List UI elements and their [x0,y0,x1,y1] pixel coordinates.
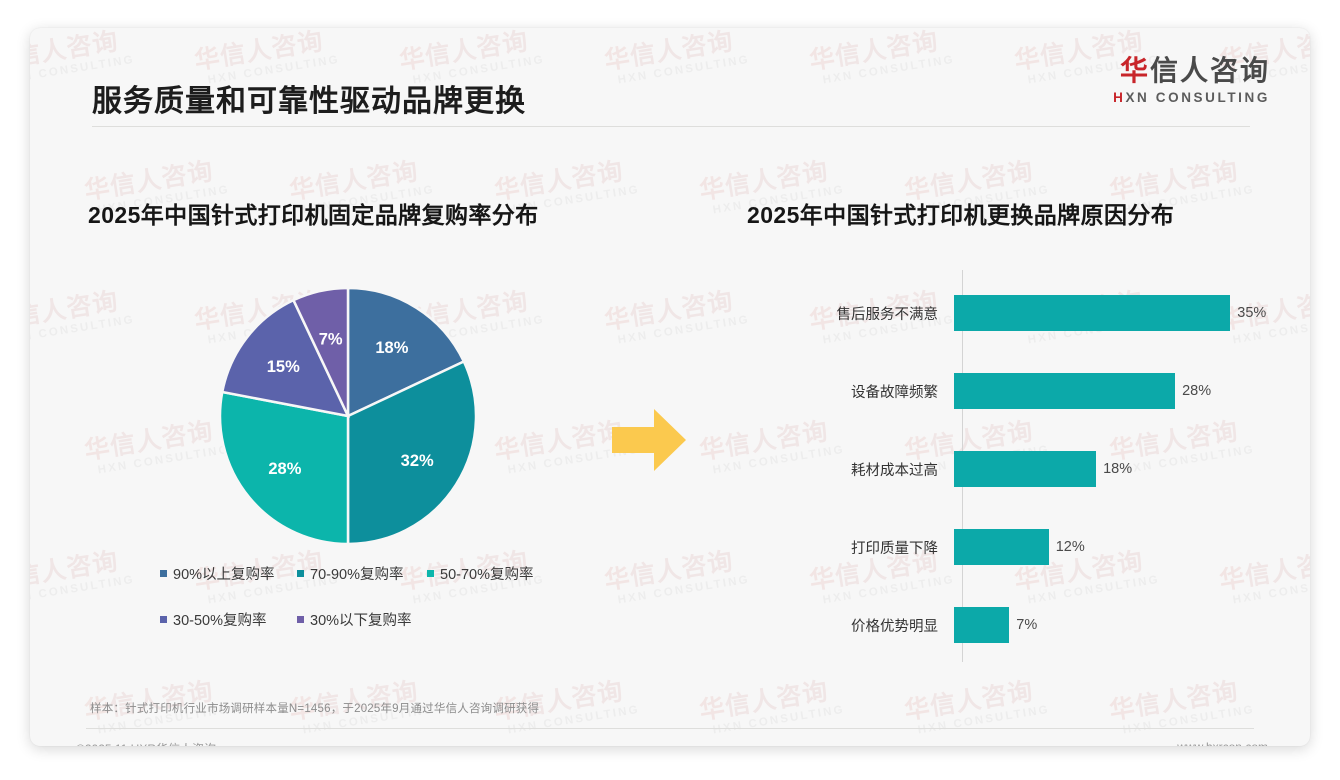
legend-item[interactable]: 90%以上复购率 [160,563,297,584]
bar-track: 28% [954,373,1290,409]
bar-fill[interactable] [954,607,1010,643]
bar-category-label: 售后服务不满意 [836,306,939,323]
legend-swatch [297,570,304,577]
source-note: 样本：针式打印机行业市场调研样本量N=1456，于2025年9月通过华信人咨询调… [90,703,540,715]
brand-logo: 华信人咨询 HXN CONSULTING [1113,56,1270,106]
bar-fill[interactable] [954,529,1049,565]
pie-slice [346,286,466,418]
bar-value-label: 18% [1103,461,1133,477]
pie-chart: 18% 32% 28% 15% 7% [218,286,478,546]
legend-item[interactable]: 50-70%复购率 [427,563,557,584]
bar-value-label: 7% [1016,617,1038,633]
bar-track: 35% [954,295,1290,331]
bar-row: 售后服务不满意 35% [730,295,1290,331]
pie-slice [346,359,478,546]
bar-row: 耗材成本过高 18% [730,451,1290,487]
pie-slice-label: 7% [319,331,343,349]
pie-slice [218,390,350,546]
bar-fill[interactable] [954,373,1176,409]
bar-chart-panel: 售后服务不满意 35% 设备故障频繁 28% 耗材成本过高 18% 打印质量下降 12% 价格优… [730,243,1290,683]
legend-label: 70-90%复购率 [310,567,404,583]
page-title: 服务质量和可靠性驱动品牌更换 [92,85,526,118]
legend-item[interactable]: 30%以下复购率 [297,609,427,630]
brand-logo-en: HXN CONSULTING [1113,90,1270,105]
brand-logo-en-rest: XN CONSULTING [1125,90,1270,106]
bar-fill[interactable] [954,295,1231,331]
arrow-right-icon [610,406,688,474]
pie-slice-label: 28% [268,460,301,478]
pie-chart-svg: 18% 32% 28% 15% 7% [218,286,478,546]
brand-logo-cn: 华信人咨询 [1113,56,1270,85]
footer-divider [86,728,1254,729]
bar-track: 7% [954,607,1290,643]
left-chart-title: 2025年中国针式打印机固定品牌复购率分布 [88,202,539,228]
bar-row: 价格优势明显 7% [730,607,1290,643]
legend-label: 90%以上复购率 [173,567,275,583]
slide-header: 服务质量和可靠性驱动品牌更换 华信人咨询 HXN CONSULTING [30,28,1310,124]
right-chart-title: 2025年中国针式打印机更换品牌原因分布 [747,202,1175,228]
slide-footer: ©2025.11 HXR华信人咨询 www.hxrcon.com [30,731,1310,746]
bar-category-label: 设备故障频繁 [851,384,938,401]
website-text: www.hxrcon.com [1177,740,1268,746]
bar-fill[interactable] [954,451,1097,487]
pie-chart-panel: 18% 32% 28% 15% 7% 90%以上复购率 70-90%复购率 50-70%复购… [50,238,595,668]
bar-track: 18% [954,451,1290,487]
bar-row: 打印质量下降 12% [730,529,1290,565]
bar-category-label: 价格优势明显 [851,618,938,635]
brand-logo-en-red: H [1113,90,1126,106]
legend-label: 30%以下复购率 [310,613,412,629]
bar-category-label: 耗材成本过高 [851,462,938,479]
copyright-text: ©2025.11 HXR华信人咨询 [76,740,216,746]
pie-slice [291,286,350,417]
legend-swatch [297,616,304,623]
legend-swatch [160,616,167,623]
legend-item[interactable]: 30-50%复购率 [160,609,297,630]
legend-swatch [160,570,167,577]
legend-label: 50-70%复购率 [440,567,534,583]
bar-value-label: 12% [1055,539,1085,555]
pie-slice [220,298,351,418]
pie-slice-label: 18% [375,339,408,357]
arrow-right-svg [612,409,686,471]
bar-value-label: 35% [1237,305,1267,321]
bar-category-label: 打印质量下降 [851,540,938,557]
bar-value-label: 28% [1182,383,1212,399]
brand-logo-cn-red: 华 [1119,55,1150,86]
legend-item[interactable]: 70-90%复购率 [297,563,427,584]
brand-logo-cn-rest: 信人咨询 [1149,55,1270,86]
legend-label: 30-50%复购率 [173,613,267,629]
bar-row: 设备故障频繁 28% [730,373,1290,409]
legend-swatch [427,570,434,577]
bar-track: 12% [954,529,1290,565]
pie-legend: 90%以上复购率 70-90%复购率 50-70%复购率 30-50%复购率 30%以下… [160,563,590,630]
header-divider [92,126,1250,127]
pie-slice-label: 32% [401,452,434,470]
pie-slice-label: 15% [267,358,300,376]
